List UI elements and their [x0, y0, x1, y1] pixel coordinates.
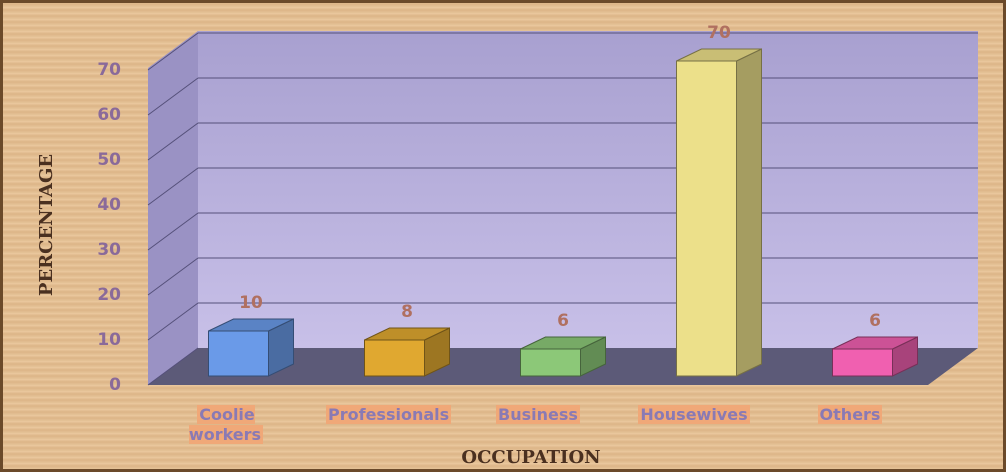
bar-front [676, 60, 737, 377]
bar [676, 48, 762, 377]
grid-line [147, 302, 199, 341]
x-tick-text: Others [817, 405, 883, 424]
bar-front [832, 348, 893, 377]
bar-top [676, 48, 762, 62]
grid-line [147, 257, 199, 296]
x-tick-text: Professionals [326, 405, 452, 424]
value-label: 70 [707, 23, 731, 43]
value-label: 10 [239, 293, 263, 313]
back-wall [198, 31, 978, 348]
grid-line [147, 122, 199, 161]
x-tick-label: Business [482, 405, 594, 425]
x-tick-text: Business [496, 405, 580, 424]
y-tick-label: 50 [97, 150, 121, 170]
bar [520, 336, 606, 377]
x-tick-label: Others [794, 405, 906, 425]
value-label: 8 [401, 302, 413, 322]
bar-top [364, 327, 450, 341]
bar [364, 327, 450, 377]
bar [832, 336, 918, 377]
bar-top [832, 336, 918, 350]
x-axis-label: OCCUPATION [461, 447, 600, 468]
value-label: 6 [869, 311, 881, 331]
y-tick-label: 10 [97, 330, 121, 350]
x-tick-text: Coolie workers [188, 405, 264, 444]
bar-front [208, 330, 269, 377]
grid-line [147, 32, 199, 71]
value-label: 6 [557, 311, 569, 331]
x-tick-text: Housewives [638, 405, 750, 424]
y-tick-label: 60 [97, 105, 121, 125]
side-wall [148, 31, 198, 385]
y-axis-label: PERCENTAGE [36, 154, 57, 296]
y-tick-label: 0 [109, 375, 121, 395]
y-tick-label: 30 [97, 240, 121, 260]
y-tick-label: 20 [97, 285, 121, 305]
y-tick-label: 70 [97, 60, 121, 80]
x-tick-label: Professionals [326, 405, 452, 425]
bar [208, 318, 294, 377]
bar-side [736, 48, 762, 377]
x-tick-label: Housewives [638, 405, 750, 425]
grid-line [147, 167, 199, 206]
grid-line [147, 212, 199, 251]
bar-front [520, 348, 581, 377]
bar-top [208, 318, 294, 332]
x-tick-label: Coolie workers [170, 405, 282, 445]
grid-line [147, 77, 199, 116]
chart-svg: PERCENTAGE OCCUPATION 0 10 20 30 40 50 60 70 10 8… [36, 23, 978, 468]
y-tick-label: 40 [97, 195, 121, 215]
grid-line [147, 347, 199, 386]
bar-top [520, 336, 606, 350]
bar-front [364, 339, 425, 377]
